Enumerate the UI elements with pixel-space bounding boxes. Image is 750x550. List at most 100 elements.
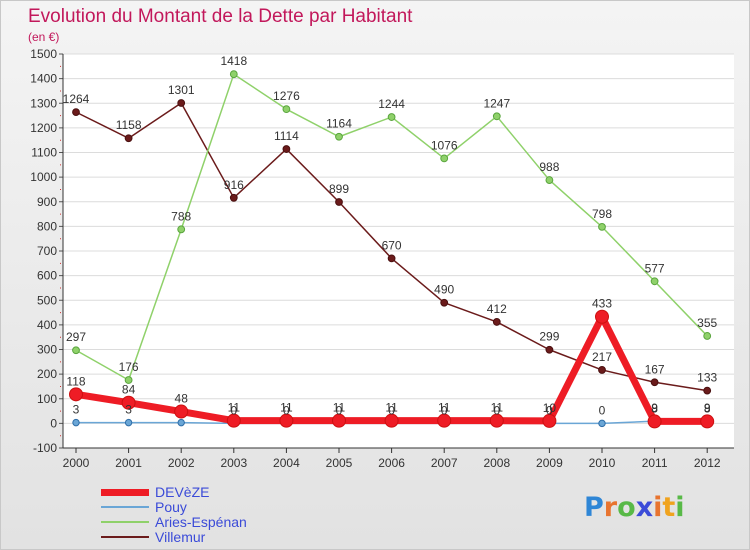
data-point-aries-esp-nan: [282, 105, 291, 114]
data-label-dev-ze: 11: [385, 401, 398, 415]
x-tick-label: 2012: [694, 456, 721, 470]
data-point-pouy: [177, 418, 185, 427]
data-label-aries-esp-nan: 1164: [326, 117, 352, 131]
data-label-pouy: 9: [651, 401, 658, 415]
data-label-villemur: 1158: [116, 118, 142, 132]
data-point-villemur: [650, 378, 659, 387]
data-label-pouy: 9: [704, 401, 711, 415]
legend-label-pouy: Pouy: [155, 499, 187, 515]
legend-swatch-pouy: [101, 506, 149, 508]
data-point-dev-ze: [69, 387, 83, 402]
data-point-pouy: [124, 418, 133, 427]
x-tick-label: 2001: [115, 456, 142, 470]
data-point-dev-ze: [437, 413, 452, 428]
legend-swatch-dev-ze: [101, 488, 149, 496]
data-label-dev-ze: 8: [651, 401, 658, 415]
legend: DEVèZE Pouy Aries-Espénan Villemur: [101, 484, 301, 545]
data-point-aries-esp-nan: [703, 332, 712, 340]
legend-item-dev-ze: DEVèZE: [101, 484, 301, 500]
data-point-aries-esp-nan: [492, 112, 501, 121]
data-label-villemur: 899: [329, 182, 349, 196]
data-point-dev-ze: [384, 413, 399, 428]
data-point-pouy: [72, 418, 80, 427]
data-point-aries-esp-nan: [229, 70, 238, 79]
x-tick-label: 2006: [378, 456, 405, 470]
data-label-aries-esp-nan: 1418: [220, 54, 247, 68]
y-tick-label: 800: [37, 219, 57, 233]
data-point-aries-esp-nan: [440, 154, 449, 163]
legend-item-pouy: Pouy: [101, 499, 301, 515]
data-point-dev-ze: [595, 309, 609, 324]
legend-label-villemur: Villemur: [155, 529, 206, 545]
data-label-aries-esp-nan: 798: [592, 207, 612, 221]
data-label-dev-ze: 11: [228, 401, 241, 415]
data-point-dev-ze: [332, 413, 346, 428]
data-point-dev-ze: [121, 395, 136, 410]
data-label-aries-esp-nan: 1247: [483, 96, 510, 110]
x-tick-label: 2005: [326, 456, 353, 470]
data-label-aries-esp-nan: 176: [119, 360, 139, 374]
data-point-dev-ze: [279, 413, 294, 428]
y-tick-label: 1300: [30, 96, 57, 110]
legend-swatch-aries-esp-nan: [101, 521, 149, 523]
y-tick-label: 0: [50, 416, 57, 430]
data-point-villemur: [229, 193, 238, 202]
data-label-dev-ze: 11: [438, 401, 451, 415]
x-tick-label: 2002: [168, 456, 195, 470]
data-label-pouy: 0: [546, 403, 553, 417]
data-label-aries-esp-nan: 1244: [378, 97, 405, 111]
data-point-villemur: [177, 99, 186, 107]
data-point-aries-esp-nan: [545, 176, 554, 184]
data-label-aries-esp-nan: 788: [171, 209, 191, 223]
legend-item-villemur: Villemur: [101, 529, 301, 545]
y-tick-label: 500: [37, 293, 57, 307]
chart-unit: (en €): [28, 30, 60, 44]
data-point-aries-esp-nan: [72, 346, 80, 355]
data-label-dev-ze: 11: [280, 401, 293, 415]
data-label-villemur: 133: [697, 371, 717, 385]
chart-title: Evolution du Montant de la Dette par Hab…: [28, 6, 413, 27]
data-point-dev-ze: [542, 413, 557, 428]
x-tick-label: 2000: [63, 456, 90, 470]
x-tick-label: 2003: [220, 456, 247, 470]
data-label-dev-ze: 118: [66, 374, 85, 388]
data-label-dev-ze: 48: [175, 392, 189, 406]
data-point-dev-ze: [174, 404, 189, 419]
data-label-pouy: 3: [125, 403, 132, 417]
y-tick-label: 600: [37, 269, 57, 283]
data-label-aries-esp-nan: 1276: [273, 89, 300, 103]
y-tick-label: 900: [37, 195, 57, 209]
y-tick-label: -100: [33, 441, 57, 455]
data-point-villemur: [492, 318, 501, 326]
data-label-pouy: 0: [493, 403, 500, 417]
data-point-villemur: [703, 386, 712, 395]
legend-label-aries-esp-nan: Aries-Espénan: [155, 514, 247, 530]
y-tick-label: 1400: [30, 72, 57, 86]
data-label-aries-esp-nan: 577: [645, 261, 665, 275]
data-label-aries-esp-nan: 1076: [431, 138, 458, 152]
data-point-aries-esp-nan: [124, 376, 133, 384]
data-label-dev-ze: 8: [704, 401, 711, 415]
data-label-villemur: 916: [224, 178, 244, 192]
data-point-villemur: [124, 134, 133, 143]
y-tick-label: 100: [37, 392, 57, 406]
legend-swatch-villemur: [101, 536, 149, 538]
data-point-villemur: [545, 345, 554, 354]
proxiti-logo: Proxiti: [584, 492, 685, 523]
data-point-aries-esp-nan: [177, 225, 186, 234]
data-label-pouy: 0: [599, 403, 606, 417]
data-label-villemur: 1301: [168, 83, 195, 97]
data-point-aries-esp-nan: [598, 222, 606, 231]
x-tick-label: 2007: [431, 456, 458, 470]
data-point-villemur: [440, 298, 449, 307]
data-label-villemur: 299: [539, 330, 559, 344]
data-point-aries-esp-nan: [335, 132, 343, 141]
data-point-villemur: [335, 198, 343, 206]
data-label-dev-ze: 10: [543, 401, 557, 415]
data-point-aries-esp-nan: [387, 113, 396, 121]
data-point-dev-ze: [226, 413, 241, 428]
data-point-villemur: [72, 108, 80, 117]
y-tick-label: 1500: [30, 47, 57, 61]
